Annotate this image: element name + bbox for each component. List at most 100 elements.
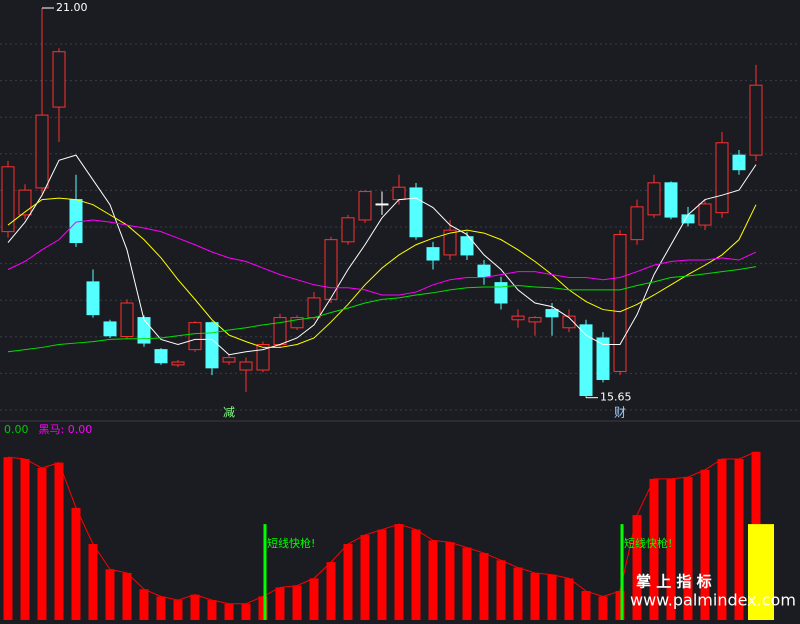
candle-body — [103, 321, 117, 337]
indicator-bar — [581, 591, 591, 620]
candle-body — [732, 154, 746, 171]
indicator-bar — [3, 457, 13, 620]
candle-body — [579, 324, 593, 397]
indicator-line — [7, 451, 757, 605]
indicator-bar — [37, 468, 47, 620]
indicator-bar — [377, 529, 387, 620]
indicator-bar — [428, 540, 438, 620]
moving-average-line — [7, 219, 757, 296]
candle-body — [477, 264, 491, 278]
indicator-bar — [224, 603, 234, 620]
candle-body — [715, 142, 729, 214]
indicator-bar — [632, 515, 642, 620]
candle-body — [443, 229, 457, 256]
moving-average-line — [7, 197, 757, 348]
watermark-url: www.palmindex.com — [630, 591, 796, 610]
candle-body — [545, 309, 559, 318]
watermark-title: 掌 上 指 标 — [636, 573, 712, 591]
indicator-bar — [513, 567, 523, 620]
indicator-bar — [139, 589, 149, 620]
indicator-bar — [564, 578, 574, 620]
indicator-bar — [360, 534, 370, 620]
indicator-bar — [207, 600, 217, 620]
candle-body — [426, 247, 440, 261]
indicator-panel: 短线快枪! 短线快枪! 0.00 黑马: 0.00 — [3, 423, 774, 620]
candle-body — [205, 322, 219, 369]
candle-body — [120, 302, 134, 338]
candle-body — [630, 206, 644, 241]
candle-body — [494, 282, 508, 304]
indicator-bar — [173, 600, 183, 620]
indicator-bar — [734, 458, 744, 620]
candle-body — [324, 239, 338, 300]
candle-body — [511, 315, 525, 321]
indicator-bar — [292, 585, 302, 620]
indicator-bar — [394, 524, 404, 620]
signal-label: 短线快枪! — [267, 536, 315, 550]
candle-body — [749, 84, 763, 156]
indicator-bar — [88, 544, 98, 620]
indicator-bar — [190, 594, 200, 620]
candle-body — [52, 51, 66, 108]
indicator-legend: 0.00 — [4, 423, 29, 436]
candle-body — [86, 281, 100, 316]
candle-body — [18, 189, 32, 216]
extreme-label: 21.00 — [56, 1, 88, 14]
moving-average-line — [7, 154, 757, 356]
candle-body — [154, 349, 168, 364]
indicator-bar — [462, 547, 472, 620]
indicator-bar — [20, 458, 30, 620]
indicator-bar — [105, 569, 115, 620]
candle-body — [188, 322, 202, 351]
indicator-bar — [649, 478, 659, 620]
indicator-bar — [343, 544, 353, 620]
indicator-bar — [241, 603, 251, 620]
candle-body — [358, 191, 372, 221]
candle-body — [460, 236, 474, 256]
indicator-bar — [683, 477, 693, 620]
indicator-bar — [615, 591, 625, 620]
indicator-legend: 黑马: 0.00 — [39, 423, 93, 436]
candle-body — [222, 357, 236, 363]
signal-marker: 减 — [223, 406, 235, 420]
indicator-bar — [666, 478, 676, 620]
candle-body — [239, 361, 253, 371]
indicator-bar — [309, 578, 319, 620]
indicator-bar — [326, 562, 336, 620]
candle-body — [35, 114, 49, 189]
indicator-bar — [122, 572, 132, 620]
candle-body — [392, 186, 406, 201]
indicator-bar — [275, 587, 285, 620]
indicator-bar — [71, 507, 81, 620]
candle-body — [69, 199, 83, 244]
indicator-bar — [54, 462, 64, 620]
indicator-bar — [479, 553, 489, 620]
candle-body — [1, 166, 15, 233]
candle-body — [596, 337, 610, 380]
candle-body — [341, 217, 355, 243]
indicator-bar — [411, 529, 421, 620]
indicator-bar — [496, 560, 506, 620]
candle-body — [137, 317, 151, 344]
candle-body — [375, 203, 389, 206]
extreme-label: 15.65 — [600, 391, 632, 404]
candle-body — [664, 182, 678, 218]
candle-body — [290, 317, 304, 329]
indicator-bar — [156, 596, 166, 620]
candle-body — [698, 203, 712, 226]
indicator-bar — [258, 596, 268, 620]
indicator-bar — [547, 574, 557, 620]
candle-body — [613, 234, 627, 372]
moving-average-line — [7, 266, 757, 353]
candle-body — [528, 317, 542, 323]
candle-body — [256, 344, 270, 371]
highlight-bar — [748, 524, 774, 620]
indicator-bar — [445, 542, 455, 620]
candle-body — [562, 315, 576, 329]
signal-marker: 财 — [614, 406, 626, 420]
indicator-bar — [700, 469, 710, 620]
indicator-bar — [717, 458, 727, 620]
indicator-bar — [530, 572, 540, 620]
price-panel: 21.00 15.65 减 财 — [0, 1, 800, 420]
